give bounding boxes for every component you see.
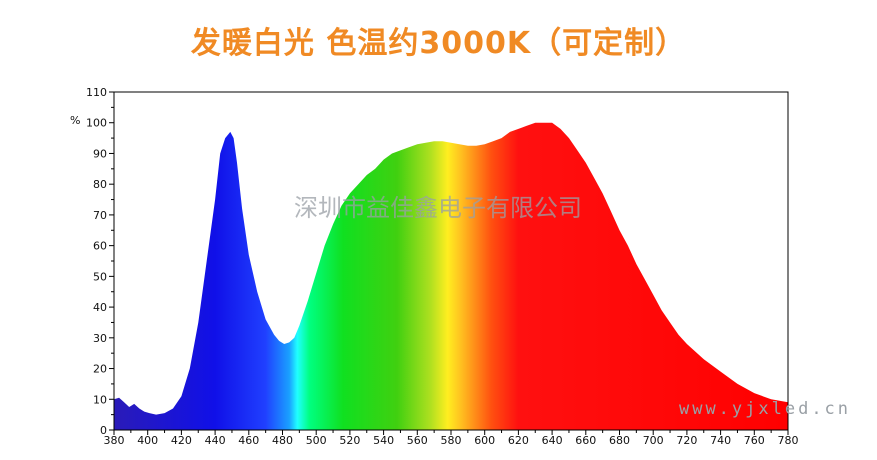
- x-tick-label: 540: [373, 434, 394, 447]
- y-tick-label: 20: [93, 363, 107, 376]
- x-tick-label: 380: [104, 434, 125, 447]
- x-tick-label: 640: [542, 434, 563, 447]
- y-tick-label: 60: [93, 240, 107, 253]
- x-tick-label: 520: [339, 434, 360, 447]
- y-tick-label: 80: [93, 178, 107, 191]
- y-tick-label: 110: [86, 86, 107, 99]
- y-tick-label: 10: [93, 393, 107, 406]
- x-tick-label: 480: [272, 434, 293, 447]
- x-tick-label: 720: [676, 434, 697, 447]
- x-tick-label: 700: [643, 434, 664, 447]
- y-tick-label: 40: [93, 301, 107, 314]
- y-tick-label: 90: [93, 147, 107, 160]
- y-axis-label: %: [70, 114, 80, 127]
- x-tick-label: 600: [474, 434, 495, 447]
- chart-title: 发暖白光 色温约3000K（可定制）: [190, 26, 687, 61]
- y-tick-label: 0: [100, 424, 107, 437]
- x-tick-label: 560: [407, 434, 428, 447]
- x-tick-label: 660: [575, 434, 596, 447]
- x-tick-label: 460: [238, 434, 259, 447]
- spectrum-area: [114, 122, 788, 430]
- y-tick-label: 70: [93, 209, 107, 222]
- x-tick-label: 500: [306, 434, 327, 447]
- y-tick-label: 100: [86, 117, 107, 130]
- watermark-url: www.yjxled.cn: [679, 399, 851, 419]
- x-tick-label: 740: [710, 434, 731, 447]
- watermark-company: 深圳市益佳鑫电子有限公司: [294, 194, 582, 222]
- y-tick-label: 50: [93, 270, 107, 283]
- x-tick-label: 680: [609, 434, 630, 447]
- y-tick-label: 30: [93, 332, 107, 345]
- x-tick-label: 440: [205, 434, 226, 447]
- x-tick-label: 620: [508, 434, 529, 447]
- x-tick-label: 420: [171, 434, 192, 447]
- x-tick-label: 580: [441, 434, 462, 447]
- x-tick-label: 760: [744, 434, 765, 447]
- x-tick-label: 400: [137, 434, 158, 447]
- x-tick-label: 780: [778, 434, 799, 447]
